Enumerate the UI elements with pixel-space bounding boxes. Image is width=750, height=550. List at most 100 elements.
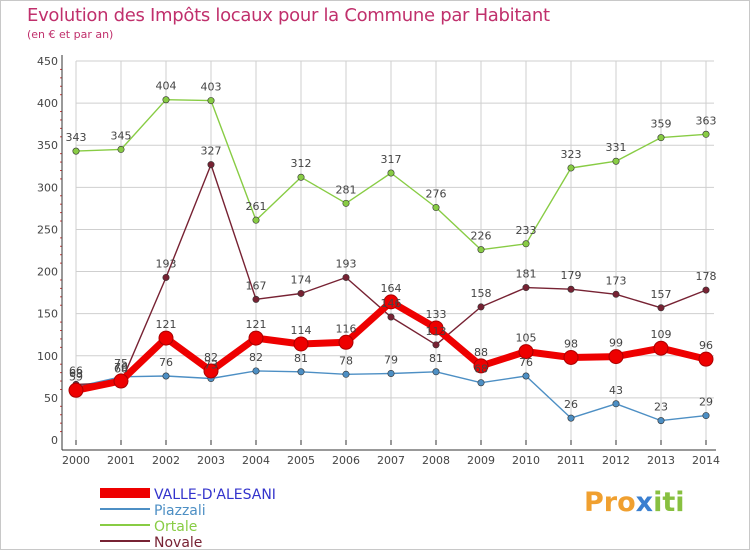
x-tick-label: 2001 — [107, 454, 135, 467]
data-label: 281 — [336, 183, 357, 196]
data-label: 178 — [696, 270, 717, 283]
data-point — [477, 246, 485, 254]
x-tick-label: 2011 — [557, 454, 585, 467]
legend-swatch — [100, 508, 150, 510]
data-point — [252, 295, 260, 303]
x-tick-label: 2006 — [332, 454, 360, 467]
logo-text-x: x — [635, 487, 654, 518]
data-label: 167 — [246, 279, 267, 292]
data-label: 43 — [609, 384, 623, 397]
data-point — [477, 379, 485, 387]
data-label: 98 — [564, 337, 578, 350]
data-label: 109 — [651, 328, 672, 341]
data-point — [113, 373, 129, 389]
y-tick-label: 450 — [37, 55, 58, 68]
data-point — [297, 173, 305, 181]
legend-label: Novale — [154, 535, 202, 550]
data-label: 114 — [291, 324, 312, 337]
x-tick-label: 2003 — [197, 454, 225, 467]
data-label: 179 — [561, 269, 582, 282]
legend-swatch — [100, 488, 150, 498]
data-label: 181 — [516, 268, 537, 281]
y-tick-label: 100 — [37, 350, 58, 363]
x-tick-label: 2014 — [692, 454, 720, 467]
legend-swatch — [100, 524, 150, 526]
data-label: 75 — [114, 357, 128, 370]
data-label: 363 — [696, 114, 717, 127]
data-point — [653, 340, 669, 356]
data-label: 404 — [156, 80, 177, 93]
data-point — [252, 367, 260, 375]
data-label: 68 — [114, 363, 128, 376]
data-label: 173 — [606, 274, 627, 287]
data-label: 146 — [381, 297, 402, 310]
legend-label: VALLE-D'ALESANI — [154, 487, 276, 503]
data-label: 23 — [654, 401, 668, 414]
data-point — [522, 284, 530, 292]
data-label: 29 — [699, 396, 713, 409]
y-tick-label: 0 — [51, 434, 58, 447]
data-point — [612, 290, 620, 298]
data-label: 226 — [471, 230, 492, 243]
data-label: 82 — [249, 351, 263, 364]
data-point — [608, 349, 624, 365]
x-tick-label: 2002 — [152, 454, 180, 467]
series-layer — [68, 96, 714, 425]
data-point — [702, 412, 710, 420]
data-point — [248, 330, 264, 346]
data-point — [657, 134, 665, 142]
data-point — [293, 336, 309, 352]
data-point — [698, 351, 714, 367]
data-label: 73 — [204, 359, 218, 372]
data-point — [158, 330, 174, 346]
data-label: 133 — [426, 308, 447, 321]
data-point — [432, 204, 440, 212]
data-point — [162, 273, 170, 281]
data-point — [387, 313, 395, 321]
data-label: 116 — [336, 322, 357, 335]
data-point — [207, 97, 215, 105]
data-label: 343 — [66, 131, 87, 144]
data-point — [207, 161, 215, 169]
y-tick-label: 250 — [37, 223, 58, 236]
data-label: 193 — [156, 257, 177, 270]
data-point — [387, 169, 395, 177]
data-point — [518, 344, 534, 360]
legend-label: Piazzali — [154, 503, 206, 519]
data-point — [162, 96, 170, 104]
data-point — [72, 147, 80, 155]
data-label: 158 — [471, 287, 492, 300]
data-label: 359 — [651, 118, 672, 131]
data-point — [338, 334, 354, 350]
data-label: 233 — [516, 224, 537, 237]
data-point — [567, 285, 575, 293]
y-tick-label: 200 — [37, 266, 58, 279]
logo-text-iti: iti — [653, 487, 685, 518]
data-label: 96 — [699, 339, 713, 352]
data-label: 76 — [519, 356, 533, 369]
proxiti-logo: Proxiti — [584, 487, 685, 518]
data-label: 81 — [429, 352, 443, 365]
data-point — [657, 304, 665, 312]
x-tick-label: 2013 — [647, 454, 675, 467]
data-point — [252, 216, 260, 224]
legend-label: Ortale — [154, 519, 197, 535]
data-label: 323 — [561, 148, 582, 161]
data-label: 193 — [336, 257, 357, 270]
x-tick-label: 2010 — [512, 454, 540, 467]
logo-text-pro: Pro — [584, 487, 636, 518]
data-label: 26 — [564, 398, 578, 411]
axis-layer: 0 50 100 150 200 250 300 350 400 450 2000 2001 2002 2… — [37, 55, 720, 467]
y-tick-label: 150 — [37, 308, 58, 321]
data-label: 76 — [159, 356, 173, 369]
data-label: 63 — [69, 367, 83, 380]
data-point — [567, 414, 575, 422]
data-label: 78 — [339, 354, 353, 367]
data-label: 317 — [381, 153, 402, 166]
data-point — [522, 372, 530, 380]
data-point — [473, 358, 489, 374]
data-label: 59 — [69, 370, 83, 383]
